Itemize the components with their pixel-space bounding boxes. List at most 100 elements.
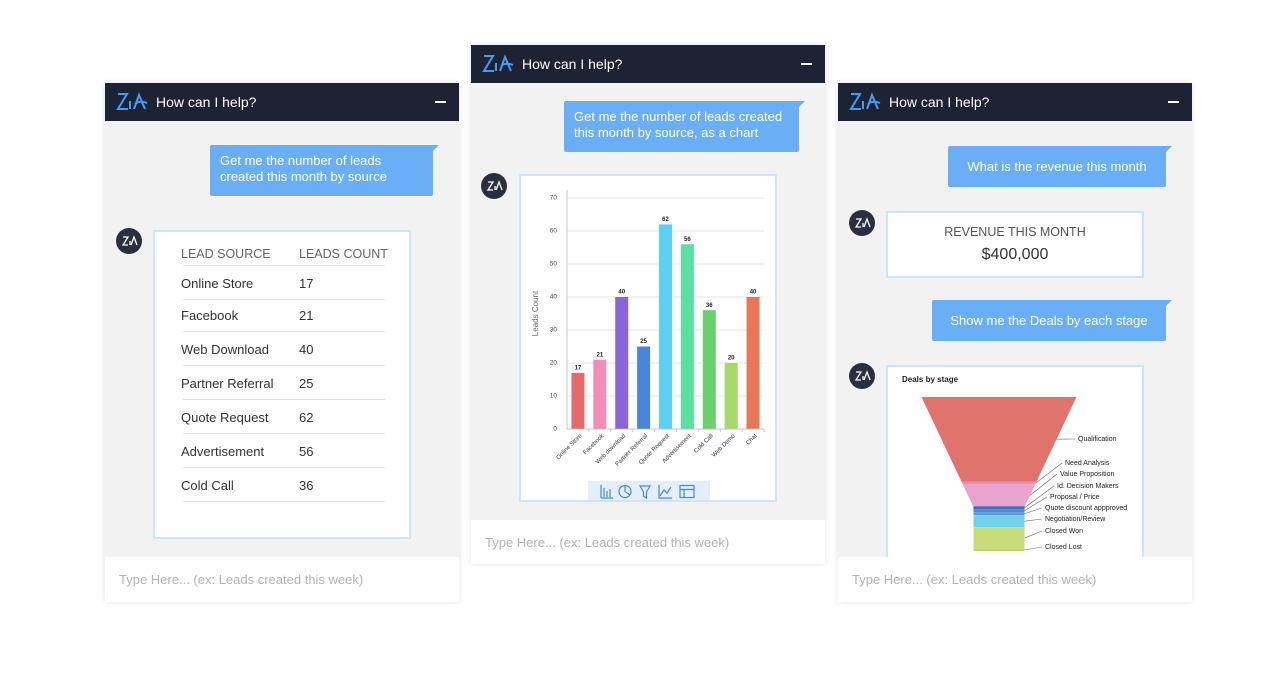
bar	[724, 363, 738, 429]
bot-avatar	[849, 210, 875, 236]
bar-chart: 0 10 20 30 40 50 60 70 Leads Count 17 Online Store…	[531, 190, 765, 500]
y-tick-label: 70	[550, 195, 558, 202]
table-cell: Partner Referral	[181, 376, 274, 391]
leader-line	[1024, 518, 1043, 522]
funnel-segment	[973, 506, 1025, 510]
message-input[interactable]: Type Here... (ex: Leads created this wee…	[471, 520, 825, 564]
data-label: 20	[728, 356, 735, 362]
table-cell: 56	[299, 444, 314, 459]
bot-avatar	[116, 228, 142, 254]
chart-title: Deals by stage	[902, 375, 959, 384]
minimize-button[interactable]	[1168, 101, 1179, 103]
row-divider	[183, 265, 385, 266]
message-input[interactable]: Type Here... (ex: Leads created this wee…	[838, 557, 1192, 602]
leader-line	[1024, 496, 1048, 512]
minimize-button[interactable]	[801, 63, 812, 65]
leader-line	[1024, 530, 1043, 539]
data-label: 25	[640, 339, 647, 345]
revenue-label: REVENUE THIS MONTH	[944, 225, 1086, 239]
leader-line	[1024, 485, 1055, 509]
column-header: LEAD SOURCE	[181, 247, 271, 261]
message-input[interactable]: Type Here... (ex: Leads created this wee…	[105, 557, 459, 602]
logo	[849, 92, 881, 110]
y-tick-label: 30	[550, 327, 558, 334]
bar-icon[interactable]	[600, 485, 613, 499]
pie-icon-wedge	[624, 485, 631, 496]
user-message: What is the revenue this month	[948, 146, 1172, 187]
chart-card: Deals by stage Qualification Need Analysi…	[886, 365, 1144, 565]
funnel-chart: Deals by stage Qualification Need Analysi…	[902, 375, 1127, 551]
table-card: LEAD SOURCE LEADS COUNT Online Store 17 Fa…	[153, 230, 411, 539]
minimize-button[interactable]	[435, 101, 446, 103]
row-divider	[183, 467, 385, 468]
funnel-segment	[962, 484, 1036, 507]
segment-label: Negotiation/Review	[1045, 516, 1106, 523]
table-cell: 17	[299, 276, 314, 291]
table-cell: Quote Request	[181, 410, 269, 425]
table-cell: 40	[299, 342, 314, 357]
chat-panel: How can I help? What is the revenue this…	[838, 83, 1192, 602]
funnel-segment	[961, 481, 1037, 485]
data-label: 62	[662, 217, 669, 223]
row-divider	[183, 331, 385, 332]
y-tick-label: 10	[550, 393, 558, 400]
header: How can I help?	[838, 83, 1192, 121]
x-tick-label: Online Store	[556, 433, 584, 461]
table-cell: Online Store	[181, 276, 254, 291]
header: How can I help?	[105, 83, 459, 121]
bar	[659, 224, 672, 429]
table-cell: Facebook	[181, 308, 239, 323]
column-header: LEADS COUNT	[299, 247, 388, 261]
bar	[746, 297, 760, 429]
funnel-icon[interactable]	[638, 485, 652, 500]
bar	[571, 372, 585, 429]
bar	[593, 359, 607, 429]
table-icon[interactable]	[679, 484, 695, 499]
segment-label: Closed Lost	[1045, 544, 1082, 551]
bar	[680, 244, 694, 429]
segment-label: Closed Won	[1045, 528, 1083, 535]
data-label: 17	[575, 365, 582, 371]
table-cell: 36	[299, 478, 314, 493]
line-icon[interactable]	[658, 485, 672, 499]
input-placeholder: Type Here... (ex: Leads created this wee…	[852, 572, 1097, 587]
header: How can I help?	[471, 45, 825, 83]
bot-avatar	[849, 363, 875, 389]
table-cell: 25	[299, 376, 314, 391]
table-cell: Cold Call	[181, 478, 234, 493]
segment-label: Qualification	[1078, 436, 1117, 443]
funnel-segment	[973, 527, 1025, 550]
bar	[637, 346, 651, 429]
logo	[116, 92, 148, 110]
row-divider	[183, 501, 385, 502]
logo	[482, 54, 514, 72]
data-label: 40	[750, 290, 757, 296]
chat-panel: How can I help? Get me the number of lea…	[471, 45, 825, 564]
segment-label: Proposal / Price	[1050, 494, 1100, 501]
x-tick-label: Chat	[745, 433, 758, 446]
y-axis-label: Leads Count	[531, 290, 540, 336]
header-title: How can I help?	[889, 94, 990, 110]
bot-avatar	[481, 173, 507, 199]
table-cell: 62	[299, 410, 314, 425]
y-tick-label: 0	[553, 426, 557, 433]
row-divider	[183, 399, 385, 400]
y-tick-label: 20	[550, 360, 558, 367]
segment-label: Quote discount appproved	[1045, 505, 1127, 512]
leader-line	[1035, 462, 1063, 484]
user-message: Get me the number of leads created this …	[564, 101, 805, 152]
y-tick-label: 60	[550, 228, 558, 235]
bar	[615, 297, 629, 429]
input-placeholder: Type Here... (ex: Leads created this wee…	[119, 572, 364, 587]
y-tick-label: 50	[550, 261, 558, 268]
funnel-segment	[973, 509, 1025, 513]
funnel-segment	[973, 549, 1025, 551]
row-divider	[183, 365, 385, 366]
leader-line	[1024, 507, 1043, 515]
user-message: Show me the Deals by each stage	[932, 300, 1172, 341]
data-label: 21	[596, 352, 603, 358]
x-tick-label: Web Demo	[711, 433, 737, 459]
chat-panel: How can I help? Get me the number of lea…	[105, 83, 459, 602]
chart-toolbar	[588, 481, 710, 500]
